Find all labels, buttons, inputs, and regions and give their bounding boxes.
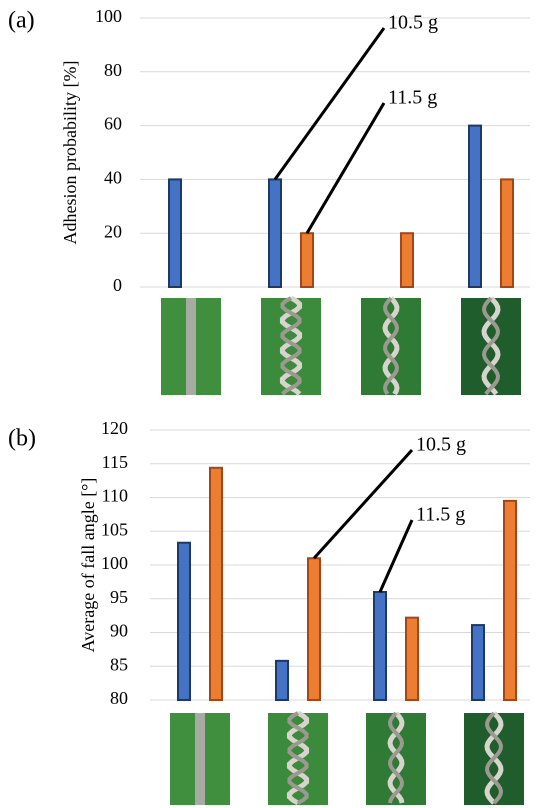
y-tick-label: 100 bbox=[101, 553, 128, 573]
category-image bbox=[361, 296, 421, 396]
y-tick-label: 110 bbox=[102, 486, 128, 506]
y-axis-label: Average of fall angle [°] bbox=[78, 478, 98, 653]
wire bbox=[280, 296, 302, 396]
callout-label: 11.5 g bbox=[416, 504, 465, 526]
y-tick-label: 85 bbox=[110, 654, 128, 674]
bar bbox=[468, 124, 482, 288]
bar bbox=[275, 659, 289, 701]
wire bbox=[481, 296, 501, 396]
y-tick-label: 80 bbox=[104, 60, 122, 80]
y-tick-label: 115 bbox=[102, 452, 128, 472]
bar bbox=[400, 232, 414, 288]
bar bbox=[500, 178, 514, 288]
bar bbox=[373, 591, 387, 701]
wire bbox=[482, 296, 500, 396]
y-tick-label: 90 bbox=[110, 621, 128, 641]
wire bbox=[485, 711, 503, 805]
category-image bbox=[261, 295, 321, 396]
wire bbox=[388, 711, 405, 804]
bar bbox=[471, 624, 485, 702]
wire bbox=[186, 298, 196, 395]
wire bbox=[387, 711, 405, 804]
callout-line bbox=[312, 448, 414, 560]
y-tick-label: 100 bbox=[95, 6, 122, 26]
y-tick-label: 20 bbox=[104, 221, 122, 241]
y-axis-label: Adhesion probability [%] bbox=[60, 61, 80, 245]
bar bbox=[209, 466, 223, 701]
y-tick-label: 95 bbox=[110, 587, 128, 607]
panel-label: (b) bbox=[8, 426, 36, 452]
bar bbox=[503, 499, 517, 701]
wire bbox=[287, 711, 309, 805]
callout-label: 10.5 g bbox=[388, 12, 438, 34]
bar bbox=[300, 232, 314, 288]
callout-line bbox=[378, 519, 414, 593]
category-image bbox=[464, 711, 524, 805]
y-tick-label: 60 bbox=[104, 114, 122, 134]
category-image bbox=[366, 711, 426, 805]
category-image bbox=[461, 296, 521, 396]
y-tick-label: 105 bbox=[101, 519, 128, 539]
callout-line bbox=[273, 27, 386, 181]
bar bbox=[307, 557, 321, 701]
callout-label: 11.5 g bbox=[388, 87, 437, 109]
category-image bbox=[268, 710, 328, 806]
callout-label: 10.5 g bbox=[416, 434, 466, 456]
bar bbox=[177, 541, 191, 701]
bar bbox=[168, 178, 182, 288]
bar bbox=[268, 178, 282, 288]
y-tick-label: 0 bbox=[113, 275, 122, 295]
callout-line bbox=[305, 102, 386, 234]
y-tick-label: 80 bbox=[110, 688, 128, 708]
y-tick-label: 40 bbox=[104, 168, 122, 188]
panel-label: (a) bbox=[8, 8, 35, 34]
wire bbox=[195, 713, 205, 805]
category-image bbox=[161, 298, 221, 395]
category-image bbox=[170, 713, 230, 805]
wire bbox=[382, 296, 400, 396]
bar bbox=[405, 616, 419, 702]
y-tick-label: 120 bbox=[101, 418, 128, 438]
